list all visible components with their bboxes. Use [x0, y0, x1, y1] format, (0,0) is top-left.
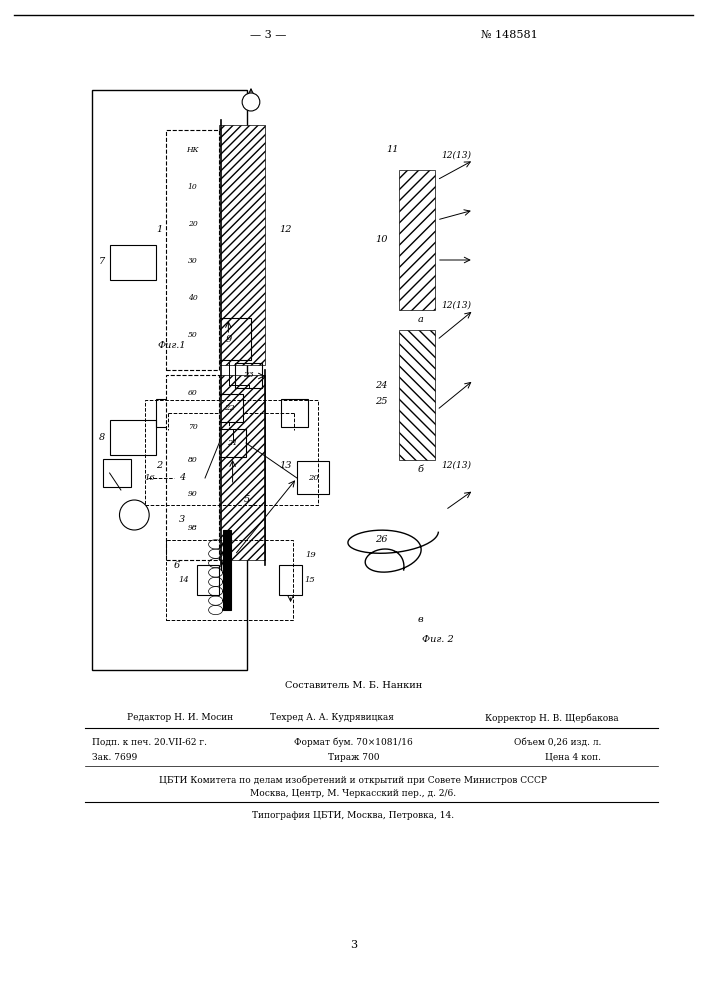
Text: Корректор Н. В. Щербакова: Корректор Н. В. Щербакова — [484, 713, 619, 723]
Text: № 148581: № 148581 — [481, 30, 537, 40]
Text: 23: 23 — [243, 371, 255, 379]
Text: Цена 4 коп.: Цена 4 коп. — [545, 752, 601, 762]
Text: 8: 8 — [98, 434, 105, 442]
Text: 90: 90 — [188, 490, 197, 498]
Text: Типография ЦБТИ, Москва, Петровка, 14.: Типография ЦБТИ, Москва, Петровка, 14. — [252, 810, 455, 820]
Bar — [173, 461, 205, 494]
Bar — [166, 375, 219, 560]
Text: 1: 1 — [156, 226, 162, 234]
Text: 10: 10 — [375, 235, 387, 244]
Bar — [197, 565, 219, 595]
Text: 10: 10 — [188, 183, 197, 191]
Bar — [235, 363, 262, 388]
Bar — [297, 461, 329, 494]
Bar — [216, 394, 243, 422]
Text: 12(13): 12(13) — [442, 460, 472, 470]
Text: 6: 6 — [174, 560, 180, 570]
Text: Техред А. А. Кудрявицкая: Техред А. А. Кудрявицкая — [270, 714, 395, 722]
Text: 26: 26 — [375, 536, 387, 544]
Bar — [219, 125, 265, 365]
Text: 15: 15 — [304, 576, 315, 584]
Text: 5: 5 — [244, 495, 250, 504]
Bar — [110, 420, 156, 455]
Bar — [103, 459, 131, 487]
Text: 21: 21 — [227, 439, 238, 447]
Text: 19: 19 — [305, 551, 316, 559]
Bar — [399, 170, 435, 310]
Text: 12(13): 12(13) — [442, 150, 472, 159]
Text: 9: 9 — [226, 334, 231, 344]
Text: Фиг.1: Фиг.1 — [158, 340, 186, 350]
Text: Тираж 700: Тираж 700 — [328, 752, 379, 762]
Text: 2: 2 — [156, 460, 162, 470]
Bar — [223, 530, 231, 610]
Text: 25: 25 — [375, 397, 387, 406]
Bar — [219, 429, 246, 457]
Bar — [279, 565, 302, 595]
Text: б: б — [418, 465, 423, 474]
Ellipse shape — [242, 93, 259, 111]
Text: 20: 20 — [308, 474, 319, 482]
Text: Объем 0,26 изд. л.: Объем 0,26 изд. л. — [513, 738, 601, 746]
Text: Москва, Центр, М. Черкасский пер., д. 2/6.: Москва, Центр, М. Черкасский пер., д. 2/… — [250, 788, 457, 798]
Text: НК: НК — [187, 146, 199, 154]
Text: в: в — [418, 615, 423, 624]
Bar — [173, 502, 205, 537]
Text: Редактор Н. И. Мосин: Редактор Н. И. Мосин — [127, 714, 233, 722]
Text: Подп. к печ. 20.VII-62 г.: Подп. к печ. 20.VII-62 г. — [92, 738, 207, 746]
Bar — [156, 399, 182, 427]
Text: 12: 12 — [279, 226, 292, 234]
Bar — [205, 318, 251, 360]
Text: 50: 50 — [188, 331, 197, 339]
Bar — [281, 399, 308, 427]
Text: — 3 —: — 3 — — [250, 30, 287, 40]
Text: 80: 80 — [188, 456, 197, 464]
Text: ЦБТИ Комитета по делам изобретений и открытий при Совете Министров СССР: ЦБТИ Комитета по делам изобретений и отк… — [160, 775, 547, 785]
Ellipse shape — [119, 500, 149, 530]
Text: 3: 3 — [350, 940, 357, 950]
Bar — [166, 540, 293, 620]
Text: Фиг. 2: Фиг. 2 — [423, 635, 454, 644]
Text: Составитель М. Б. Нанкин: Составитель М. Б. Нанкин — [285, 680, 422, 690]
Text: 14: 14 — [179, 576, 189, 584]
Text: 4: 4 — [180, 474, 185, 483]
Text: 18: 18 — [129, 511, 140, 519]
Text: 30: 30 — [188, 257, 197, 265]
Bar — [219, 375, 265, 560]
Text: 22: 22 — [223, 404, 235, 412]
Text: 24: 24 — [375, 380, 387, 389]
Text: 40: 40 — [188, 294, 197, 302]
Text: 13: 13 — [279, 460, 292, 470]
Text: а: а — [418, 315, 423, 324]
Text: Формат бум. 70×1081/16: Формат бум. 70×1081/16 — [294, 737, 413, 747]
Text: 3: 3 — [180, 516, 185, 524]
Text: 60: 60 — [188, 389, 197, 397]
Text: 12(13): 12(13) — [442, 300, 472, 310]
Bar — [399, 330, 435, 460]
Text: 16: 16 — [145, 474, 156, 482]
Text: 70: 70 — [188, 423, 197, 431]
Bar — [145, 400, 318, 505]
Bar — [110, 245, 156, 280]
Text: 20: 20 — [188, 220, 197, 228]
Bar — [92, 90, 247, 670]
Bar — [166, 130, 219, 370]
Text: 11: 11 — [386, 145, 399, 154]
Text: 7: 7 — [98, 257, 105, 266]
Text: Зак. 7699: Зак. 7699 — [92, 752, 137, 762]
Text: 98: 98 — [188, 524, 197, 532]
